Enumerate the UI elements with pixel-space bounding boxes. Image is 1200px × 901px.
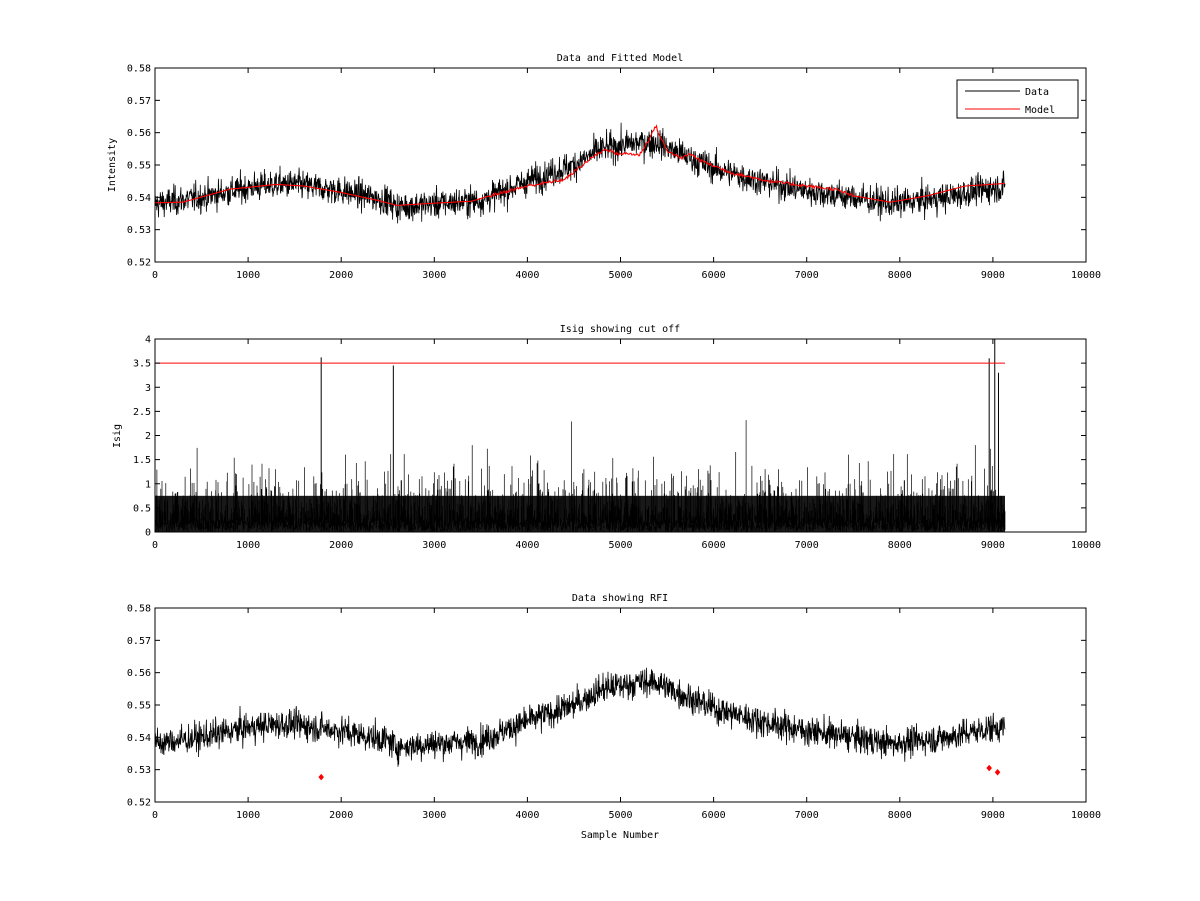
x-tick-label: 9000 [981,810,1005,821]
y-tick-label: 0.56 [127,668,151,679]
subplot-2: 0 1000 2000 3000 4000 5000 6000 7000 8000 9000 100… [112,324,1101,551]
legend: Data Model [956,79,1079,119]
y-tick-label: 0.52 [127,798,151,809]
x-tick-label: 6000 [702,810,726,821]
y-tick-label: 0.5 [133,503,151,514]
x-tick-label: 8000 [888,270,912,281]
subplot-3-title: Data showing RFI [572,593,668,604]
x-tick-label: 3000 [422,540,446,551]
y-tick-label: 0.55 [127,701,151,712]
x-tick-label: 5000 [608,270,632,281]
y-tick-label: 2.5 [133,407,151,418]
x-tick-label: 3000 [422,810,446,821]
x-tick-label: 5000 [608,540,632,551]
x-tick-label: 7000 [795,270,819,281]
y-tick-label: 0.55 [127,161,151,172]
x-tick-label: 1000 [236,540,260,551]
subplot-2-ylabel: Isig [112,424,123,448]
legend-box [956,79,1079,119]
axes-3-background [155,608,1086,802]
y-tick-label: 0.58 [127,64,151,75]
y-tick-label: 0.57 [127,96,151,107]
x-tick-label: 10000 [1071,540,1101,551]
y-tick-label: 0.56 [127,128,151,139]
subplot-1-ticks: 0 1000 2000 3000 4000 5000 6000 7000 8000 9000 100… [127,64,1101,282]
x-tick-label: 4000 [515,810,539,821]
x-tick-label: 7000 [795,540,819,551]
y-tick-label: 3 [145,383,151,394]
subplot-2-marks [154,339,1006,532]
x-tick-label: 1000 [236,270,260,281]
x-tick-label: 6000 [702,270,726,281]
subplot-1: 0 1000 2000 3000 4000 5000 6000 7000 8000 9000 100… [107,53,1101,281]
x-tick-label: 9000 [981,270,1005,281]
x-tick-label: 4000 [515,540,539,551]
x-tick-label: 10000 [1071,810,1101,821]
axes-1-background [155,68,1086,262]
x-tick-label: 7000 [795,810,819,821]
x-tick-label: 8000 [888,810,912,821]
rfi-point [986,764,993,772]
y-tick-label: 0.58 [127,604,151,615]
x-tick-label: 0 [152,810,158,821]
x-tick-label: 0 [152,270,158,281]
subplot-2-ticks: 0 1000 2000 3000 4000 5000 6000 7000 8000 9000 100… [133,335,1101,552]
x-tick-label: 2000 [329,540,353,551]
x-tick-label: 4000 [515,270,539,281]
subplot-1-marks [154,122,1006,224]
subplot-2-title: Isig showing cut off [560,324,680,335]
y-tick-label: 2 [145,431,151,442]
y-tick-label: 0.54 [127,193,151,204]
y-tick-label: 0.54 [127,733,151,744]
x-tick-label: 6000 [702,540,726,551]
x-tick-label: 10000 [1071,270,1101,281]
rfi-point [994,768,1001,776]
y-tick-label: 0.52 [127,258,151,269]
model-line [155,124,1006,206]
data-line [154,122,1006,224]
x-tick-label: 8000 [888,540,912,551]
x-tick-label: 5000 [608,810,632,821]
subplot-3-marks [154,667,1006,781]
legend-data-label: Data [1025,87,1049,98]
x-tick-label: 3000 [422,270,446,281]
isig-band [155,495,1006,532]
y-tick-label: 4 [145,335,151,346]
rfi-point [318,773,325,781]
x-tick-label: 2000 [329,810,353,821]
x-tick-label: 2000 [329,270,353,281]
subplot-3-xlabel: Sample Number [581,830,659,841]
x-tick-label: 1000 [236,810,260,821]
legend-model-label: Model [1025,105,1055,116]
subplot-1-title: Data and Fitted Model [557,53,683,64]
subplot-3-ticks: 0 1000 2000 3000 4000 5000 6000 7000 8000 9000 100… [127,604,1101,822]
x-tick-label: 9000 [981,540,1005,551]
y-tick-label: 0.53 [127,225,151,236]
y-tick-label: 3.5 [133,359,151,370]
data-line [154,667,1006,767]
y-tick-label: 0 [145,528,151,539]
y-tick-label: 0.57 [127,636,151,647]
y-tick-label: 1.5 [133,455,151,466]
y-tick-label: 1 [145,479,151,490]
subplot-1-ylabel: Intensity [107,138,118,192]
subplot-3: 0 1000 2000 3000 4000 5000 6000 7000 8000 9000 100… [127,593,1101,841]
y-tick-label: 0.53 [127,765,151,776]
x-tick-label: 0 [152,540,158,551]
